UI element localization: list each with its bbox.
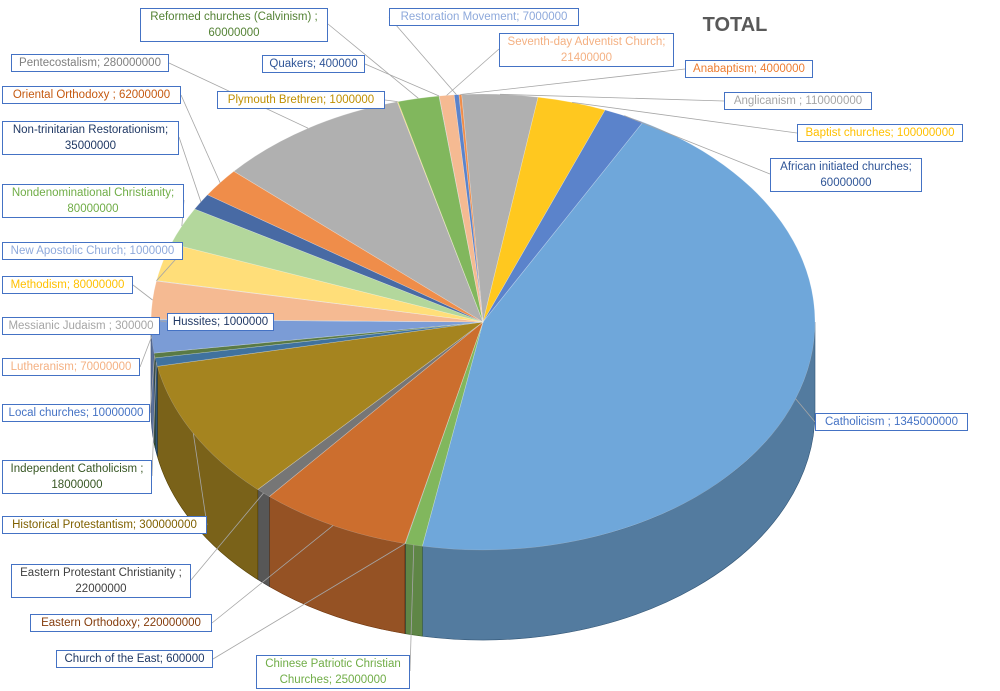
data-label-3: Baptist churches; 100000000 xyxy=(797,124,963,142)
leader-line-13 xyxy=(139,336,153,368)
data-label-21: Oriental Orthodoxy ; 62000000 xyxy=(2,86,181,104)
data-label-26: Seventh-day Adventist Church; 21400000 xyxy=(499,33,674,67)
data-label-0: Restoration Movement; 7000000 xyxy=(389,8,579,26)
data-label-7: Church of the East; 600000 xyxy=(56,650,213,668)
data-label-16: Methodism; 80000000 xyxy=(2,276,133,294)
leader-line-0 xyxy=(388,16,457,95)
leader-line-9 xyxy=(190,492,264,581)
data-label-17: New Apostolic Church; 1000000 xyxy=(2,242,183,260)
data-label-24: Reformed churches (Calvinism) ; 60000000 xyxy=(140,8,328,42)
leader-line-24 xyxy=(327,23,419,99)
pie-side-6 xyxy=(404,543,423,637)
data-label-8: Eastern Orthodoxy; 220000000 xyxy=(30,614,212,632)
data-label-15: Hussites; 1000000 xyxy=(167,313,274,331)
leader-line-23 xyxy=(384,99,398,103)
leader-line-2 xyxy=(499,93,725,102)
leader-line-6 xyxy=(409,544,415,672)
data-label-14: Messianic Judaism ; 300000 xyxy=(2,317,160,335)
leader-line-8 xyxy=(211,525,334,624)
leader-line-4 xyxy=(624,115,771,175)
data-label-12: Local churches; 10000000 xyxy=(2,404,150,422)
pie-slice-22 xyxy=(233,101,484,323)
leader-line-25 xyxy=(364,63,440,97)
pie-slice-5 xyxy=(421,121,816,551)
data-label-13: Lutheranism; 70000000 xyxy=(2,358,140,376)
chart-title: TOTAL xyxy=(702,14,768,36)
data-label-23: Plymouth Brethren; 1000000 xyxy=(217,91,385,109)
pie-slice-10 xyxy=(156,321,484,490)
data-label-5: Catholicism ; 1345000000 xyxy=(815,413,968,431)
data-label-11: Independent Catholicism ; 18000000 xyxy=(2,460,152,494)
data-label-19: Nondenominational Christianity; 80000000 xyxy=(2,184,184,218)
data-label-10: Historical Protestantism; 300000000 xyxy=(2,516,207,534)
pie-slice-4 xyxy=(482,109,644,323)
data-label-4: African initiated churches; 60000000 xyxy=(770,158,922,192)
leader-line-10 xyxy=(192,433,208,526)
leader-line-5 xyxy=(795,398,816,423)
pie-slice-3 xyxy=(482,96,606,323)
pie-depth xyxy=(150,321,816,641)
data-label-2: Anglicanism ; 110000000 xyxy=(724,92,872,110)
leader-line-26 xyxy=(446,48,500,96)
data-label-1: Anabaptism; 4000000 xyxy=(685,60,813,78)
pie-side-9 xyxy=(257,488,270,588)
leader-line-12 xyxy=(149,355,156,414)
leader-line-21 xyxy=(180,94,221,183)
data-label-22: Pentecostalism; 280000000 xyxy=(11,54,169,72)
leader-line-7 xyxy=(212,543,406,660)
data-label-20: Non-trinitarian Restorationism; 35000000 xyxy=(2,121,179,155)
data-label-25: Quakers; 400000 xyxy=(262,55,365,73)
leader-line-11 xyxy=(151,362,157,477)
data-label-9: Eastern Protestant Christianity ; 220000… xyxy=(11,564,191,598)
pie-slice-9 xyxy=(257,321,484,497)
leader-line-3 xyxy=(572,101,798,134)
leader-line-1 xyxy=(460,68,686,95)
pie-top xyxy=(150,93,816,551)
data-label-6: Chinese Patriotic Christian Churches; 25… xyxy=(256,655,410,689)
leader-line-16 xyxy=(132,284,153,301)
pie-slice-8 xyxy=(268,321,484,544)
leader-line-20 xyxy=(178,136,202,202)
